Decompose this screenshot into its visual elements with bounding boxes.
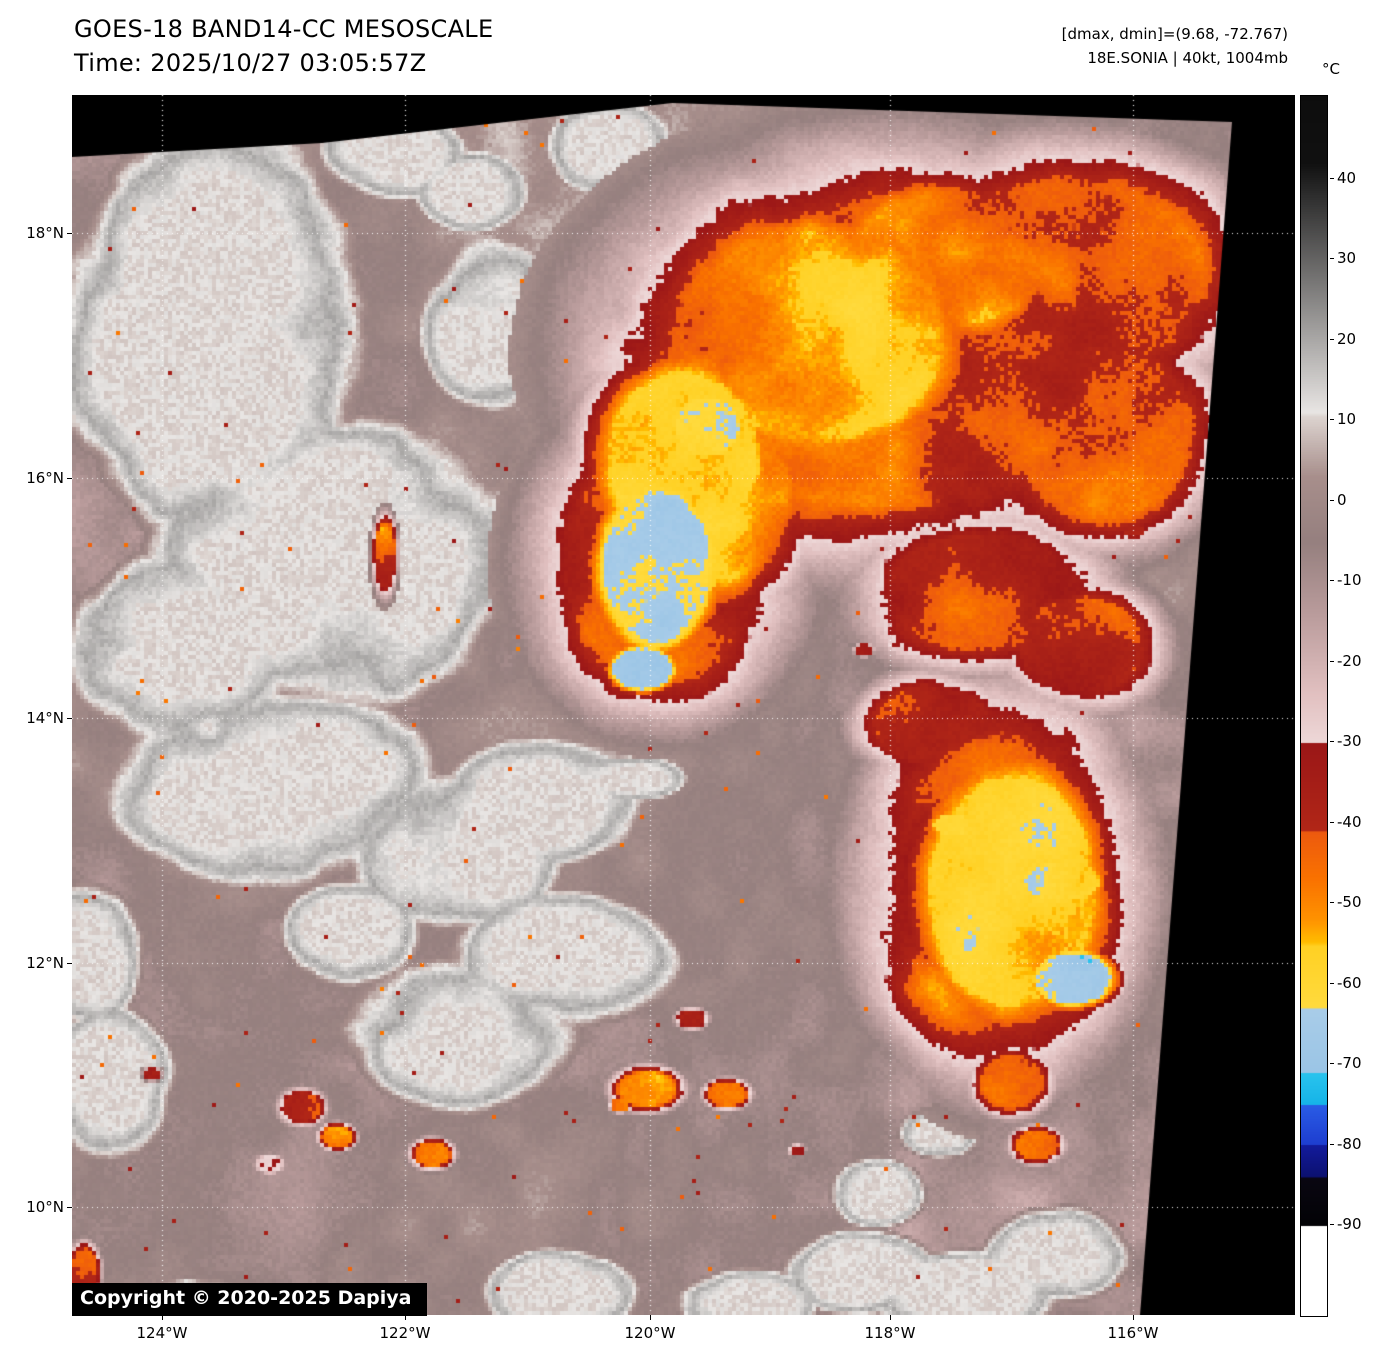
lat-tick-mark [67, 963, 72, 964]
lat-tick-label: 10°N [26, 1198, 64, 1216]
colorbar-unit-label: °C [1322, 60, 1340, 78]
lat-tick-mark [67, 1207, 72, 1208]
lat-tick-label: 18°N [26, 224, 64, 242]
colorbar-tick: -70 [1330, 1054, 1362, 1072]
colorbar-tick-mark [1330, 902, 1334, 904]
colorbar-tick-mark [1330, 821, 1334, 823]
lat-tick-label: 16°N [26, 469, 64, 487]
colorbar-tick-mark [1330, 660, 1334, 662]
colorbar-tick: 30 [1330, 249, 1356, 267]
colorbar-tick-value: 40 [1337, 168, 1357, 187]
colorbar-tick: -10 [1330, 571, 1362, 589]
colorbar-tick-mark [1330, 499, 1334, 501]
colorbar-tick: -60 [1330, 974, 1362, 992]
satellite-plot-area [72, 95, 1295, 1315]
colorbar-tick-value: 20 [1337, 329, 1357, 348]
colorbar-tick-value: -70 [1337, 1054, 1362, 1073]
colorbar-tick-value: -20 [1337, 651, 1362, 670]
colorbar-tick-mark [1330, 338, 1334, 340]
colorbar-tick-value: -80 [1337, 1134, 1362, 1153]
lon-tick-mark [162, 1315, 163, 1320]
colorbar-tick: -90 [1330, 1215, 1362, 1233]
annotation-block: [dmax, dmin]=(9.68, -72.767) 18E.SONIA |… [1062, 22, 1288, 70]
colorbar-tick: 20 [1330, 330, 1356, 348]
lat-tick-label: 14°N [26, 709, 64, 727]
lon-tick-label: 118°W [864, 1324, 916, 1342]
storm-info-label: 18E.SONIA | 40kt, 1004mb [1087, 49, 1288, 67]
colorbar-tick-mark [1330, 1063, 1334, 1065]
colorbar-tick-value: 30 [1337, 249, 1357, 268]
lon-tick-mark [405, 1315, 406, 1320]
colorbar-tick-mark [1330, 258, 1334, 260]
lat-tick-mark [67, 233, 72, 234]
colorbar-tick-mark [1330, 982, 1334, 984]
colorbar-tick: 10 [1330, 410, 1356, 428]
lon-tick-label: 122°W [379, 1324, 431, 1342]
dmax-dmin-label: [dmax, dmin]=(9.68, -72.767) [1061, 25, 1288, 43]
title-block: GOES-18 BAND14-CC MESOSCALE Time: 2025/1… [74, 12, 493, 80]
colorbar-tick: 0 [1330, 491, 1347, 509]
copyright-badge: Copyright © 2020-2025 Dapiya [72, 1283, 428, 1316]
satellite-image-canvas [72, 95, 1295, 1315]
colorbar-tick-value: -60 [1337, 973, 1362, 992]
time-label: Time: 2025/10/27 03:05:57Z [74, 49, 427, 77]
lat-tick-mark [67, 718, 72, 719]
colorbar-tick-mark [1330, 580, 1334, 582]
lon-tick-label: 120°W [624, 1324, 676, 1342]
lon-tick-mark [890, 1315, 891, 1320]
lon-tick-mark [650, 1315, 651, 1320]
colorbar-tick-value: 0 [1337, 490, 1347, 509]
colorbar-tick-value: -90 [1337, 1215, 1362, 1234]
colorbar-tick-value: -10 [1337, 571, 1362, 590]
colorbar-gradient-canvas [1301, 96, 1327, 1316]
lat-tick-label: 12°N [26, 954, 64, 972]
page-title: GOES-18 BAND14-CC MESOSCALE [74, 15, 494, 43]
colorbar-tick-mark [1330, 1143, 1334, 1145]
colorbar-tick-value: -40 [1337, 812, 1362, 831]
colorbar-tick-value: -50 [1337, 893, 1362, 912]
colorbar-tick: -30 [1330, 732, 1362, 750]
colorbar-tick: -40 [1330, 813, 1362, 831]
colorbar-tick-value: 10 [1337, 410, 1357, 429]
lon-tick-label: 116°W [1107, 1324, 1159, 1342]
colorbar [1300, 95, 1328, 1317]
colorbar-tick: -50 [1330, 893, 1362, 911]
lon-tick-mark [1133, 1315, 1134, 1320]
colorbar-tick-value: -30 [1337, 732, 1362, 751]
colorbar-tick-mark [1330, 1224, 1334, 1226]
colorbar-tick-mark [1330, 177, 1334, 179]
lat-tick-mark [67, 478, 72, 479]
colorbar-tick-mark [1330, 419, 1334, 421]
lon-tick-label: 124°W [136, 1324, 188, 1342]
colorbar-tick: 40 [1330, 169, 1356, 187]
colorbar-tick: -20 [1330, 652, 1362, 670]
colorbar-tick: -80 [1330, 1135, 1362, 1153]
colorbar-tick-mark [1330, 741, 1334, 743]
